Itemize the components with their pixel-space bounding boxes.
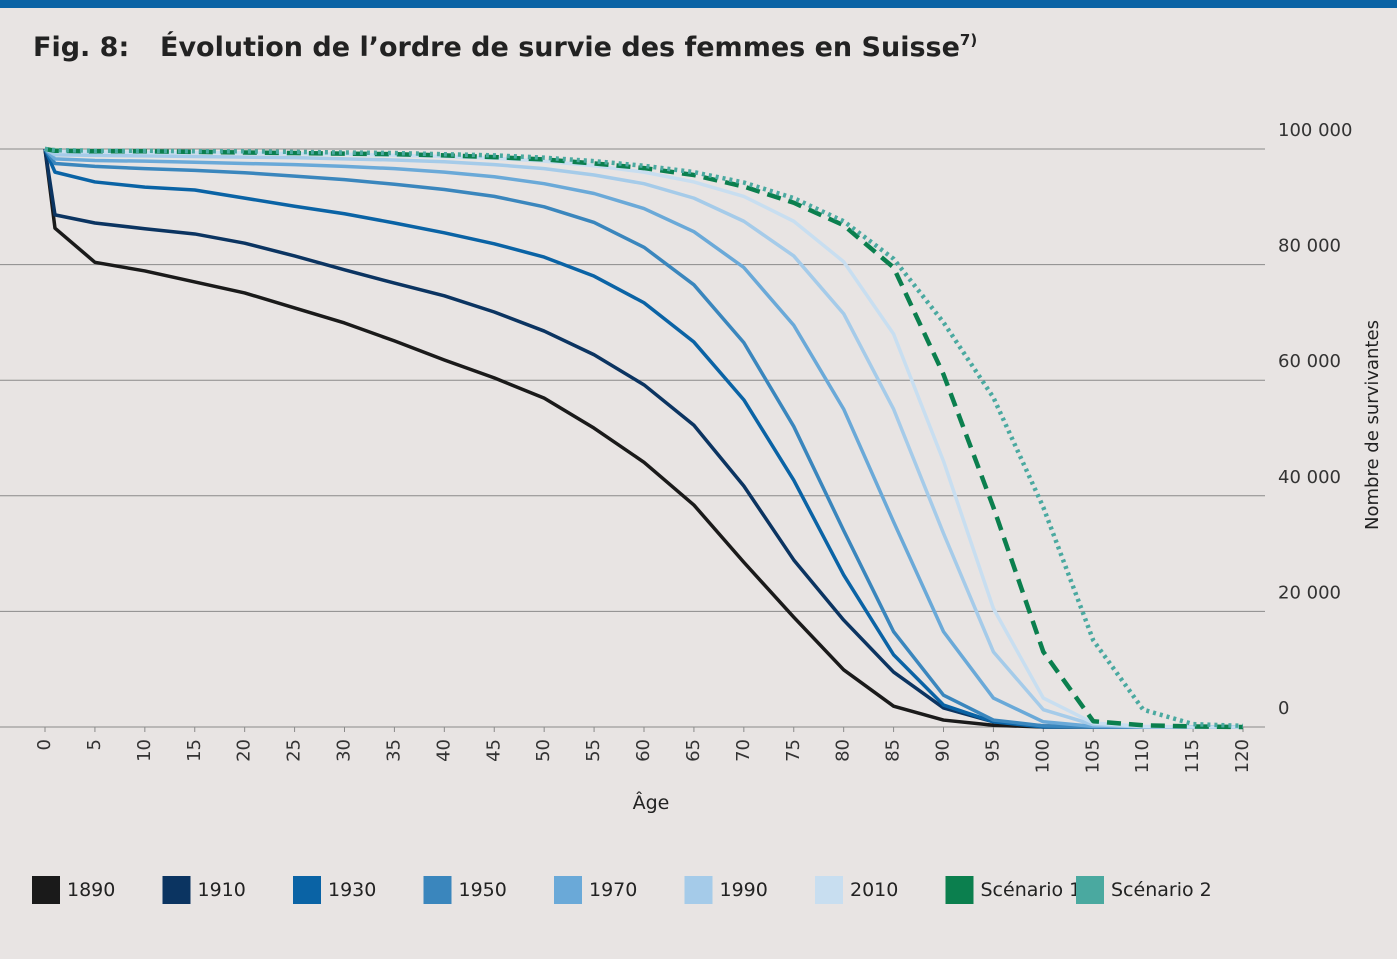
legend-label: 1910 xyxy=(198,879,246,901)
x-tick-label: 15 xyxy=(184,739,205,762)
figure-label: Fig. 8: xyxy=(33,32,129,63)
legend-swatch xyxy=(684,876,713,904)
x-tick-label: 80 xyxy=(833,739,854,762)
x-tick-label: 45 xyxy=(483,739,504,762)
legend-label: Scénario 2 xyxy=(1111,879,1212,901)
y-tick-label: 0 xyxy=(1278,698,1289,719)
x-tick-label: 105 xyxy=(1082,739,1103,773)
legend-label: Scénario 1 xyxy=(981,879,1082,901)
legend-label: 1890 xyxy=(67,879,115,901)
x-tick-label: 75 xyxy=(783,739,804,762)
x-tick-label: 70 xyxy=(733,739,754,762)
x-tick-label: 0 xyxy=(34,739,55,750)
series-line xyxy=(44,147,1243,729)
x-tick-label: 65 xyxy=(683,739,704,762)
x-tick-label: 115 xyxy=(1182,739,1203,773)
series-line xyxy=(43,147,1243,729)
y-axis-label: Nombre de survivantes xyxy=(1362,320,1383,530)
x-tick-label: 60 xyxy=(633,739,654,762)
x-tick-label: 5 xyxy=(84,739,105,750)
y-tick-label: 60 000 xyxy=(1278,351,1341,372)
legend-label: 1990 xyxy=(720,879,768,901)
x-tick-label: 20 xyxy=(234,739,255,762)
x-tick-label: 35 xyxy=(383,739,404,762)
x-tick-label: 25 xyxy=(284,739,305,762)
title-note: 7) xyxy=(960,31,977,49)
x-tick-label: 90 xyxy=(933,739,954,762)
series-line xyxy=(44,146,1244,730)
legend-label: 1930 xyxy=(328,879,376,901)
chart-title: Évolution de l’ordre de survie des femme… xyxy=(160,31,977,63)
legend-label: 1950 xyxy=(459,879,507,901)
legend-swatch xyxy=(423,876,452,904)
x-tick-label: 55 xyxy=(583,739,604,762)
title-text: Évolution de l’ordre de survie des femme… xyxy=(160,31,960,63)
series-line xyxy=(44,147,1243,729)
x-tick-label: 10 xyxy=(134,739,155,762)
x-tick-label: 85 xyxy=(883,739,904,762)
y-tick-label: 40 000 xyxy=(1278,467,1341,488)
legend-swatch xyxy=(554,876,582,904)
x-tick-label: 95 xyxy=(982,739,1003,762)
x-tick-label: 30 xyxy=(334,739,355,762)
x-tick-label: 110 xyxy=(1132,739,1153,773)
legend-label: 2010 xyxy=(850,879,898,901)
x-axis-label: Âge xyxy=(633,791,670,814)
legend-swatch xyxy=(162,876,191,904)
series-line xyxy=(44,146,1244,729)
series-line xyxy=(43,148,1243,729)
legend-swatch xyxy=(945,876,974,904)
x-tick-label: 50 xyxy=(533,739,554,762)
series-line xyxy=(43,148,1243,729)
x-tick-label: 100 xyxy=(1032,739,1053,773)
legend-label: 1970 xyxy=(589,879,637,901)
series-line xyxy=(43,148,1243,729)
legend-swatch xyxy=(32,876,60,904)
x-tick-label: 40 xyxy=(433,739,454,762)
x-tick-label: 120 xyxy=(1232,739,1253,773)
y-tick-label: 80 000 xyxy=(1278,236,1341,257)
legend-swatch xyxy=(293,876,321,904)
legend-swatch xyxy=(1076,876,1104,904)
legend-swatch xyxy=(815,876,843,904)
series-line xyxy=(43,148,1243,729)
y-tick-label: 100 000 xyxy=(1278,120,1352,141)
y-tick-label: 20 000 xyxy=(1278,582,1341,603)
top-bar xyxy=(0,0,1397,8)
